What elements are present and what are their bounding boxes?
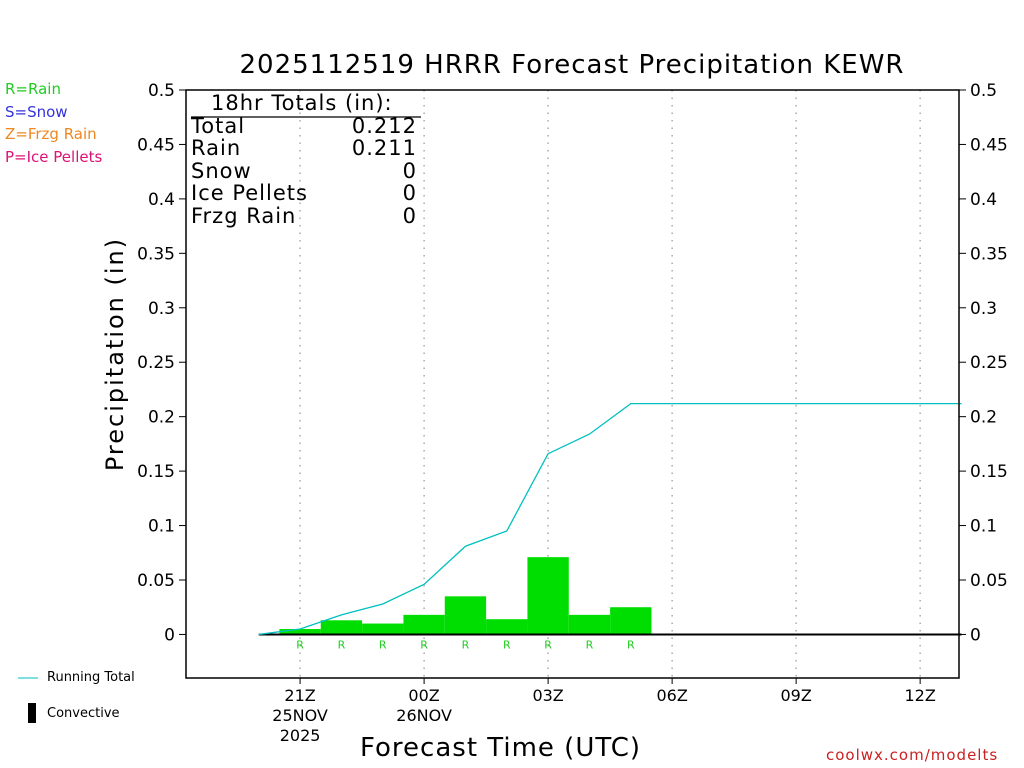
x-tick-label: 25NOV [272, 706, 328, 725]
precip-bar [362, 623, 404, 635]
y-tick-label-left: 0.5 [148, 81, 175, 101]
convective-legend-swatch [28, 703, 36, 723]
totals-label: Total [191, 113, 246, 138]
y-tick-label-left: 0.35 [137, 244, 175, 264]
legend-snow: S=Snow [5, 103, 68, 121]
totals-value: 0 [402, 203, 417, 228]
precip-bar [444, 596, 487, 635]
legend-rain: R=Rain [5, 80, 61, 98]
x-tick-label: 03Z [532, 686, 563, 705]
precip-type-label: R [627, 638, 635, 651]
totals-row-total: Total 0.212 [191, 113, 417, 138]
totals-label: Rain [191, 136, 242, 160]
chart-title: 2025112519 HRRR Forecast Precipitation K… [239, 50, 905, 80]
x-axis-label: Forecast Time (UTC) [360, 733, 642, 763]
y-tick-label-left: 0.45 [137, 135, 175, 155]
totals-row-rain: Rain 0.211 [191, 137, 417, 160]
line-series [258, 402, 962, 636]
y-tick-label-right: 0.4 [970, 190, 997, 210]
precip-bar [403, 614, 445, 635]
x-tick-label: 2025 [280, 726, 321, 745]
axes [179, 89, 966, 684]
legend-convective: Convective [47, 706, 120, 721]
y-tick-label-right: 0.3 [970, 299, 997, 319]
y-tick-label-right: 0.2 [970, 408, 997, 428]
legend-frzg-rain: Z=Frzg Rain [5, 125, 97, 143]
totals-row-frzg-rain: Frzg Rain 0 [191, 203, 417, 228]
bottom-legend-marks [18, 677, 38, 723]
gridlines [299, 90, 921, 678]
totals-value: 0.212 [351, 113, 417, 138]
precip-type-label: R [544, 638, 552, 651]
y-tick-label-right: 0.5 [970, 81, 997, 101]
precip-type-label: R [503, 638, 511, 651]
precip-bar [610, 607, 652, 635]
precip-type-label: R [586, 638, 594, 651]
y-tick-label-right: 0 [970, 625, 981, 645]
totals-label: Frzg Rain [191, 203, 297, 228]
running-total-line [258, 402, 962, 636]
y-tick-label-right: 0.1 [970, 517, 997, 537]
precip-bar [568, 614, 611, 635]
plot-frame [185, 89, 960, 679]
y-tick-label-left: 0.15 [137, 462, 175, 482]
y-tick-label-right: 0.35 [970, 244, 1008, 264]
precip-type-label: R [462, 638, 470, 651]
precip-bar [486, 619, 528, 635]
x-tick-label: 06Z [656, 686, 687, 705]
y-tick-label-left: 0.3 [148, 299, 175, 319]
precip-type-label: R [338, 638, 346, 651]
x-tick-label: 26NOV [396, 706, 452, 725]
y-tick-label-right: 0.25 [970, 353, 1008, 373]
y-tick-label-left: 0.2 [148, 408, 175, 428]
y-tick-label-left: 0.05 [137, 571, 175, 591]
y-tick-label-right: 0.05 [970, 571, 1008, 591]
totals-label: Snow [191, 158, 252, 183]
x-tick-label: 00Z [408, 686, 439, 705]
x-tick-label: 21Z [284, 686, 315, 705]
precip-bar [279, 629, 321, 635]
totals-value: 0 [402, 158, 417, 183]
precip-type-label: R [296, 638, 304, 651]
y-tick-label-left: 0.1 [148, 517, 175, 537]
x-tick-label: 12Z [904, 686, 935, 705]
credit-link[interactable]: coolwx.com/modelts [826, 746, 999, 764]
precip-bar [320, 620, 363, 635]
totals-value: 0 [402, 181, 417, 205]
x-tick-label: 09Z [780, 686, 811, 705]
totals-label: Ice Pellets [191, 181, 308, 205]
y-tick-label-left: 0 [164, 625, 175, 645]
y-tick-label-left: 0.25 [137, 353, 175, 373]
legend-running-total: Running Total [47, 670, 135, 685]
totals-heading: 18hr Totals (in): [211, 91, 393, 115]
totals-row-snow: Snow 0 [191, 158, 417, 183]
totals-box: 18hr Totals (in): Total 0.212 Rain 0.211… [191, 92, 417, 227]
y-axis-label: Precipitation (in) [101, 236, 129, 472]
precip-bar [527, 557, 569, 635]
legend-ice-pellets: P=Ice Pellets [5, 148, 103, 166]
totals-row-ice-pellets: Ice Pellets 0 [191, 182, 417, 205]
y-tick-label-left: 0.4 [148, 190, 175, 210]
precip-type-label: R [420, 638, 428, 651]
y-tick-label-right: 0.45 [970, 135, 1008, 155]
totals-value: 0.211 [351, 136, 417, 160]
precip-type-label: R [379, 638, 387, 651]
y-tick-label-right: 0.15 [970, 462, 1008, 482]
